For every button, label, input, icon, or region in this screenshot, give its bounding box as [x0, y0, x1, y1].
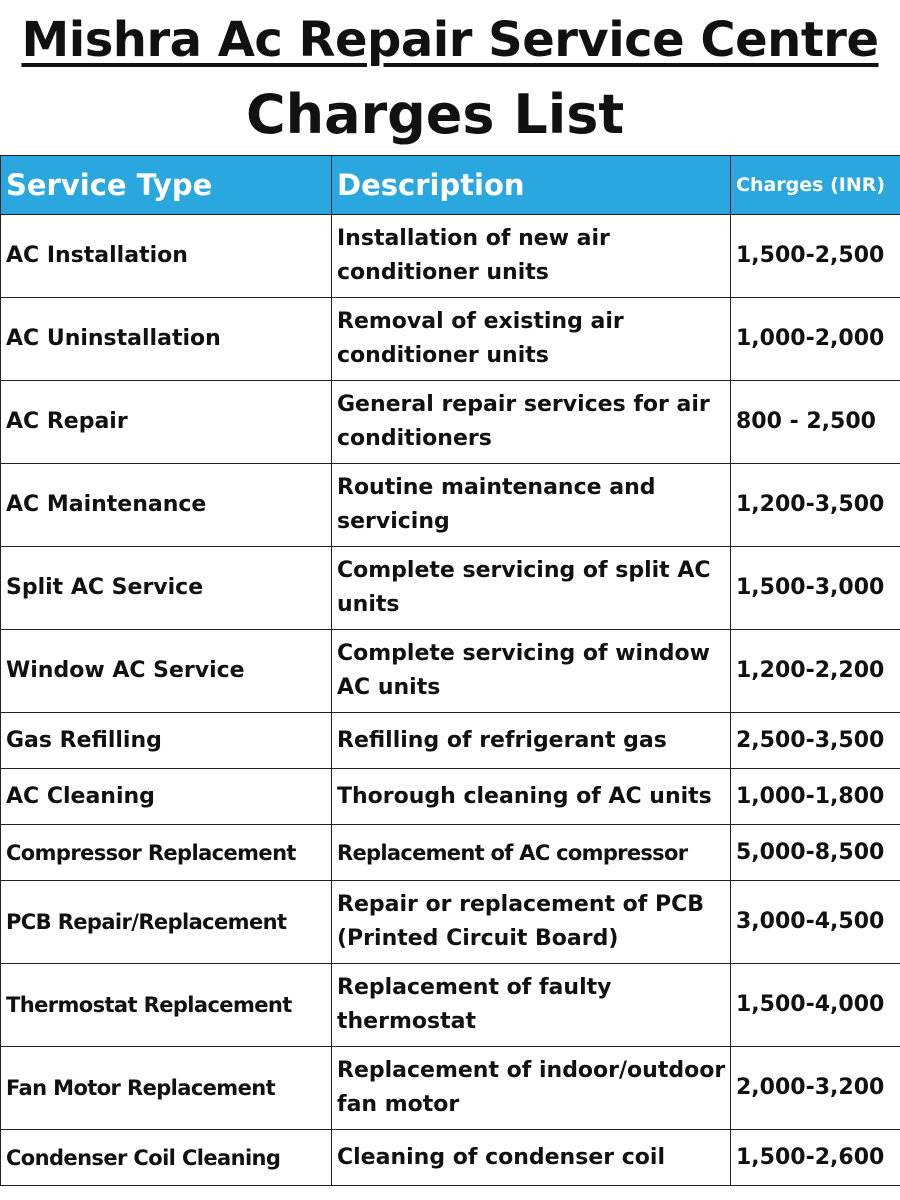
description-cell: Replacement of faulty thermostat	[331, 963, 731, 1047]
table-row: AC Maintenance Routine maintenance and s…	[0, 463, 900, 547]
service-type-cell: AC Repair	[0, 380, 332, 464]
description-cell: Complete servicing of window AC units	[331, 629, 731, 713]
charge-cell: 1,500-2,500	[730, 214, 900, 298]
table-row: Split AC Service Complete servicing of s…	[0, 546, 900, 630]
table-row: PCB Repair/Replacement Repair or replace…	[0, 880, 900, 964]
charge-cell: 1,000-1,800	[730, 768, 900, 825]
table-row: Compressor Replacement Replacement of AC…	[0, 824, 900, 881]
table-row: AC Installation Installation of new air …	[0, 214, 900, 298]
table-row: Window AC Service Complete servicing of …	[0, 629, 900, 713]
service-type-cell: AC Cleaning	[0, 768, 332, 825]
service-type-cell: AC Installation	[0, 214, 332, 298]
description-cell: Complete servicing of split AC units	[331, 546, 731, 630]
table-row: Gas Refilling Refilling of refrigerant g…	[0, 712, 900, 769]
description-cell: Cleaning of condenser coil	[331, 1129, 731, 1186]
charge-cell: 5,000-8,500	[730, 824, 900, 881]
page-title: Mishra Ac Repair Service Centre	[21, 12, 879, 68]
service-type-cell: AC Uninstallation	[0, 297, 332, 381]
service-type-cell: Fan Motor Replacement	[0, 1046, 332, 1130]
service-type-cell: Split AC Service	[0, 546, 332, 630]
service-type-cell: Compressor Replacement	[0, 824, 332, 881]
charge-cell: 800 - 2,500	[730, 380, 900, 464]
description-cell: General repair services for air conditio…	[331, 380, 731, 464]
header-row: Service Type Description Charges (INR)	[0, 155, 900, 215]
service-type-cell: AC Maintenance	[0, 463, 332, 547]
column-header-description: Description	[331, 155, 731, 215]
description-cell: Refilling of refrigerant gas	[331, 712, 731, 769]
table-row: Condenser Coil Cleaning Cleaning of cond…	[0, 1129, 900, 1186]
table-row: AC Uninstallation Removal of existing ai…	[0, 297, 900, 381]
charge-cell: 2,500-3,500	[730, 712, 900, 769]
description-cell: Replacement of indoor/outdoor fan motor	[331, 1046, 731, 1130]
charges-table: Service Type Description Charges (INR) A…	[0, 155, 900, 1186]
table-row: AC Cleaning Thorough cleaning of AC unit…	[0, 768, 900, 825]
service-type-cell: Condenser Coil Cleaning	[0, 1129, 332, 1186]
description-cell: Repair or replacement of PCB (Printed Ci…	[331, 880, 731, 964]
description-cell: Installation of new air conditioner unit…	[331, 214, 731, 298]
page-subtitle: Charges List	[246, 83, 625, 146]
table-row: Thermostat Replacement Replacement of fa…	[0, 963, 900, 1047]
description-cell: Replacement of AC compressor	[331, 824, 731, 881]
service-type-cell: PCB Repair/Replacement	[0, 880, 332, 964]
table-body: AC Installation Installation of new air …	[0, 214, 900, 1186]
charge-cell: 1,500-4,000	[730, 963, 900, 1047]
description-cell: Routine maintenance and servicing	[331, 463, 731, 547]
description-cell: Removal of existing air conditioner unit…	[331, 297, 731, 381]
table-row: AC Repair General repair services for ai…	[0, 380, 900, 464]
service-type-cell: Window AC Service	[0, 629, 332, 713]
table-row: Fan Motor Replacement Replacement of ind…	[0, 1046, 900, 1130]
charge-cell: 1,200-3,500	[730, 463, 900, 547]
column-header-service-type: Service Type	[0, 155, 332, 215]
service-type-cell: Thermostat Replacement	[0, 963, 332, 1047]
service-type-cell: Gas Refilling	[0, 712, 332, 769]
charge-cell: 1,500-3,000	[730, 546, 900, 630]
column-header-charges: Charges (INR)	[730, 155, 900, 215]
charge-cell: 1,200-2,200	[730, 629, 900, 713]
charge-cell: 1,500-2,600	[730, 1129, 900, 1186]
description-cell: Thorough cleaning of AC units	[331, 768, 731, 825]
charge-cell: 2,000-3,200	[730, 1046, 900, 1130]
charge-cell: 1,000-2,000	[730, 297, 900, 381]
table-header: Service Type Description Charges (INR)	[0, 155, 900, 215]
charge-cell: 3,000-4,500	[730, 880, 900, 964]
